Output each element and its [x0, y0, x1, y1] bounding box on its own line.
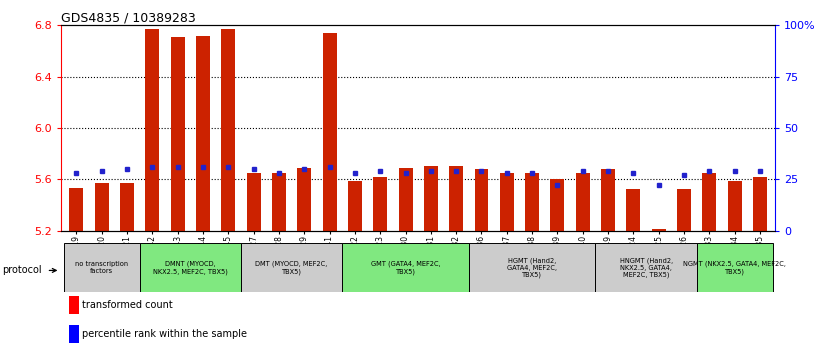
Bar — [145, 29, 159, 231]
Bar — [95, 183, 109, 231]
Bar — [322, 33, 336, 231]
Bar — [373, 177, 387, 231]
Text: transformed count: transformed count — [82, 300, 173, 310]
Bar — [475, 169, 489, 231]
Text: HGMT (Hand2,
GATA4, MEF2C,
TBX5): HGMT (Hand2, GATA4, MEF2C, TBX5) — [507, 257, 557, 278]
Bar — [677, 189, 691, 231]
Bar — [469, 243, 596, 292]
Bar — [297, 168, 311, 231]
Bar — [69, 188, 83, 231]
Bar — [221, 29, 235, 231]
Text: GMT (GATA4, MEF2C,
TBX5): GMT (GATA4, MEF2C, TBX5) — [370, 261, 441, 275]
Bar — [703, 173, 716, 231]
Text: DMT (MYOCD, MEF2C,
TBX5): DMT (MYOCD, MEF2C, TBX5) — [255, 261, 328, 275]
Text: percentile rank within the sample: percentile rank within the sample — [82, 329, 247, 339]
Bar — [652, 229, 666, 231]
Bar — [753, 177, 767, 231]
Bar — [196, 36, 210, 231]
Text: NGMT (NKX2.5, GATA4, MEF2C,
TBX5): NGMT (NKX2.5, GATA4, MEF2C, TBX5) — [683, 261, 786, 275]
Bar — [342, 243, 469, 292]
Bar — [348, 180, 361, 231]
Text: HNGMT (Hand2,
NKX2.5, GATA4,
MEF2C, TBX5): HNGMT (Hand2, NKX2.5, GATA4, MEF2C, TBX5… — [619, 257, 672, 278]
Text: protocol: protocol — [2, 265, 42, 276]
Bar — [140, 243, 241, 292]
Bar — [450, 166, 463, 231]
Bar — [728, 180, 742, 231]
Bar — [424, 166, 438, 231]
Bar — [596, 243, 697, 292]
Bar — [601, 169, 615, 231]
Bar — [241, 243, 342, 292]
Text: GDS4835 / 10389283: GDS4835 / 10389283 — [61, 11, 196, 24]
Bar — [272, 173, 286, 231]
Bar — [526, 173, 539, 231]
Bar — [500, 173, 514, 231]
Bar — [551, 179, 565, 231]
Text: no transcription
factors: no transcription factors — [75, 261, 128, 274]
Bar — [64, 243, 140, 292]
Bar — [576, 173, 590, 231]
Text: DMNT (MYOCD,
NKX2.5, MEF2C, TBX5): DMNT (MYOCD, NKX2.5, MEF2C, TBX5) — [153, 261, 228, 275]
Bar — [627, 189, 641, 231]
Bar — [171, 37, 184, 231]
Bar — [120, 183, 134, 231]
Bar — [398, 168, 413, 231]
Bar — [246, 173, 260, 231]
Bar — [697, 243, 773, 292]
